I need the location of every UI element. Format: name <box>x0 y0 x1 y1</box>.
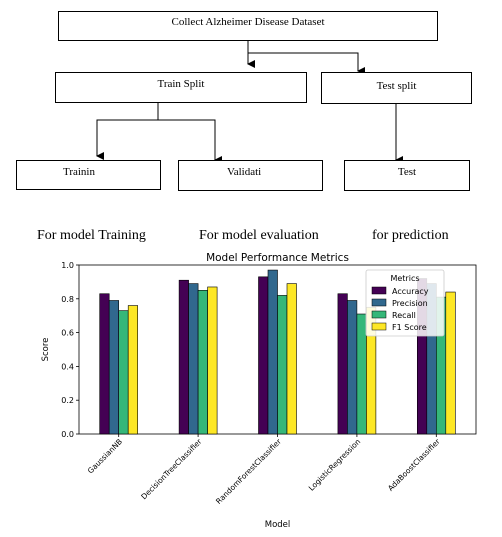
bar-f1-score <box>127 305 138 435</box>
test-split-label: Test split <box>376 80 417 92</box>
legend-swatch-precision <box>371 298 387 307</box>
dataset-box: Collect Alzheimer Disease Dataset <box>58 11 438 41</box>
performance-chart: Model Performance Metrics 0.0 0.2 0.4 0.6 0.8… <box>0 246 502 532</box>
bar-precision <box>267 269 278 435</box>
y-tick-label: 1.0 <box>61 261 74 270</box>
y-tick-label: 0.2 <box>61 396 74 405</box>
y-tick-label: 0.6 <box>61 329 74 338</box>
arrow-train-to-validation <box>158 119 222 164</box>
legend-swatch-f1-score <box>371 322 387 331</box>
bar-accuracy <box>337 293 348 435</box>
bar-accuracy <box>258 276 269 435</box>
x-tick-label: RandomForestClassifier <box>214 436 283 505</box>
validation-label: Validati <box>227 166 262 178</box>
legend-label: F1 Score <box>392 323 427 332</box>
y-axis-label: Score <box>41 338 51 362</box>
validation-box: Validati <box>178 160 323 191</box>
dataset-label: Collect Alzheimer Disease Dataset <box>171 16 325 28</box>
train-split-label: Train Split <box>157 78 205 90</box>
bar-precision <box>347 300 358 435</box>
train-split-box: Train Split <box>55 72 307 103</box>
x-tick-label: DecisionTreeClassifier <box>139 436 204 501</box>
flowchart-arrows <box>96 41 403 164</box>
bar-recall <box>118 310 129 435</box>
y-tick-label: 0.0 <box>61 430 74 439</box>
legend-label: Precision <box>392 299 428 308</box>
caption-evaluation: For model evaluation <box>199 228 319 243</box>
bar-f1-score <box>286 283 297 435</box>
testing-label: Test <box>397 166 417 178</box>
bar-recall <box>277 295 288 435</box>
training-box: Trainin <box>16 160 161 190</box>
bar-accuracy <box>99 293 110 435</box>
bar-precision <box>188 283 199 435</box>
bar-recall <box>356 313 367 435</box>
legend-label: Recall <box>392 311 416 320</box>
legend-label: Accuracy <box>392 287 429 296</box>
legend-swatch-accuracy <box>371 286 387 295</box>
bar-precision <box>108 300 119 435</box>
legend-box <box>365 269 445 337</box>
training-label: Trainin <box>63 166 95 178</box>
caption-prediction: for prediction <box>372 228 449 243</box>
testing-box: Test <box>344 160 470 191</box>
arrow-train-to-training <box>96 103 159 160</box>
chart-title: Model Performance Metrics <box>206 252 349 264</box>
x-axis-label: Model <box>265 520 291 530</box>
y-tick-label: 0.4 <box>61 362 74 371</box>
x-tick-label: GaussianNB <box>86 437 124 475</box>
bar-recall <box>197 290 208 435</box>
chart-svg: Model Performance Metrics 0.0 0.2 0.4 0.6 0.8… <box>41 252 477 530</box>
legend-swatch-recall <box>371 310 387 319</box>
legend-title: Metrics <box>390 274 419 283</box>
bar-f1-score <box>445 291 456 435</box>
x-tick-label: LogisticRegression <box>307 437 363 493</box>
bar-accuracy <box>178 279 189 435</box>
bar-f1-score <box>207 286 218 435</box>
y-tick-label: 0.8 <box>61 295 74 304</box>
arrow-dataset-to-test <box>248 52 365 75</box>
x-tick-label: AdaBoostClassifier <box>386 436 442 492</box>
test-split-box: Test split <box>321 72 472 104</box>
caption-training: For model Training <box>37 228 146 243</box>
